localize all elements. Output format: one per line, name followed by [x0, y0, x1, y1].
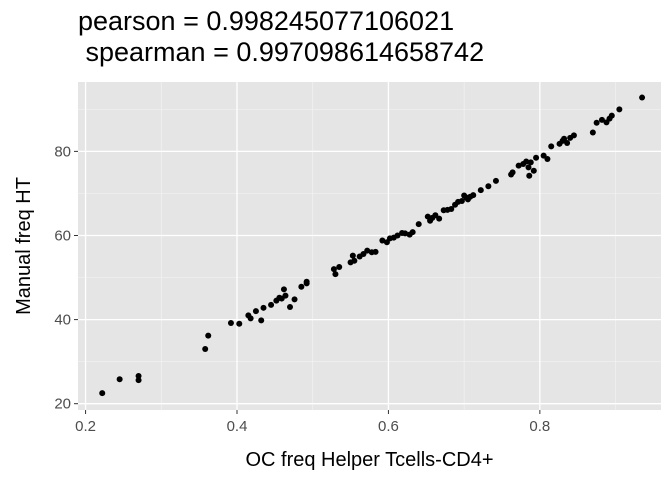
- data-point: [564, 139, 571, 146]
- data-point: [470, 192, 477, 199]
- y-tick-label: 80: [54, 143, 71, 160]
- x-axis-title: OC freq Helper Tcells-CD4+: [245, 449, 493, 471]
- data-point: [523, 158, 530, 165]
- x-tick-label: 0.2: [75, 418, 96, 435]
- x-axis: 0.2 0.4 0.6 0.8: [75, 410, 550, 435]
- data-point: [544, 155, 551, 162]
- y-axis: 20 40 60 80: [54, 143, 78, 413]
- data-point: [282, 292, 289, 299]
- data-point: [364, 247, 371, 254]
- data-point: [351, 257, 358, 264]
- data-point: [477, 187, 484, 194]
- data-point: [402, 230, 409, 237]
- y-tick-label: 40: [54, 312, 71, 329]
- data-point: [116, 376, 123, 383]
- x-tick-label: 0.4: [227, 418, 248, 435]
- data-point: [616, 106, 623, 113]
- data-point: [291, 296, 298, 303]
- data-points: [99, 94, 646, 397]
- data-point: [332, 271, 339, 278]
- data-point: [639, 94, 646, 101]
- data-point: [598, 116, 605, 123]
- major-gridlines: [78, 82, 661, 410]
- data-point: [258, 317, 265, 324]
- data-point: [260, 304, 267, 311]
- y-tick-label: 20: [54, 396, 71, 413]
- data-point: [436, 215, 443, 222]
- data-point: [372, 248, 379, 255]
- data-point: [527, 159, 534, 166]
- data-point: [252, 308, 259, 315]
- data-point: [533, 154, 540, 161]
- data-point: [515, 162, 522, 169]
- data-point: [530, 167, 537, 174]
- data-point: [336, 264, 343, 271]
- data-point: [303, 278, 310, 285]
- data-point: [349, 252, 356, 259]
- plot-panel: [78, 82, 661, 410]
- data-point: [330, 266, 337, 273]
- data-point: [409, 229, 416, 236]
- data-point: [205, 332, 212, 339]
- data-point: [394, 232, 401, 239]
- data-point: [202, 346, 209, 353]
- data-point: [287, 303, 293, 310]
- data-point: [135, 377, 142, 384]
- data-point: [280, 286, 287, 293]
- y-tick-label: 60: [54, 227, 71, 244]
- data-point: [448, 205, 455, 212]
- data-point: [525, 164, 532, 171]
- data-point: [589, 129, 596, 136]
- data-point: [458, 198, 465, 205]
- data-point: [561, 135, 568, 142]
- chart-title-pearson: pearson = 0.998245077106021: [78, 6, 455, 36]
- data-point: [236, 320, 243, 327]
- y-axis-title: Manual freq HT: [13, 177, 35, 315]
- data-point: [298, 283, 305, 290]
- data-point: [227, 319, 234, 326]
- data-point: [247, 315, 254, 322]
- data-point: [526, 172, 533, 179]
- data-point: [509, 169, 516, 176]
- data-point: [593, 119, 600, 126]
- chart-title-spearman: spearman = 0.997098614658742: [78, 37, 485, 67]
- data-point: [99, 390, 106, 397]
- data-point: [415, 221, 422, 228]
- data-point: [135, 372, 142, 379]
- data-point: [570, 132, 577, 139]
- minor-gridlines: [78, 82, 661, 410]
- data-point: [492, 177, 499, 184]
- x-tick-label: 0.6: [378, 418, 399, 435]
- x-tick-label: 0.8: [529, 418, 550, 435]
- data-point: [608, 112, 615, 119]
- data-point: [485, 183, 492, 190]
- data-point: [379, 237, 386, 244]
- data-point: [268, 301, 275, 308]
- data-point: [548, 143, 555, 150]
